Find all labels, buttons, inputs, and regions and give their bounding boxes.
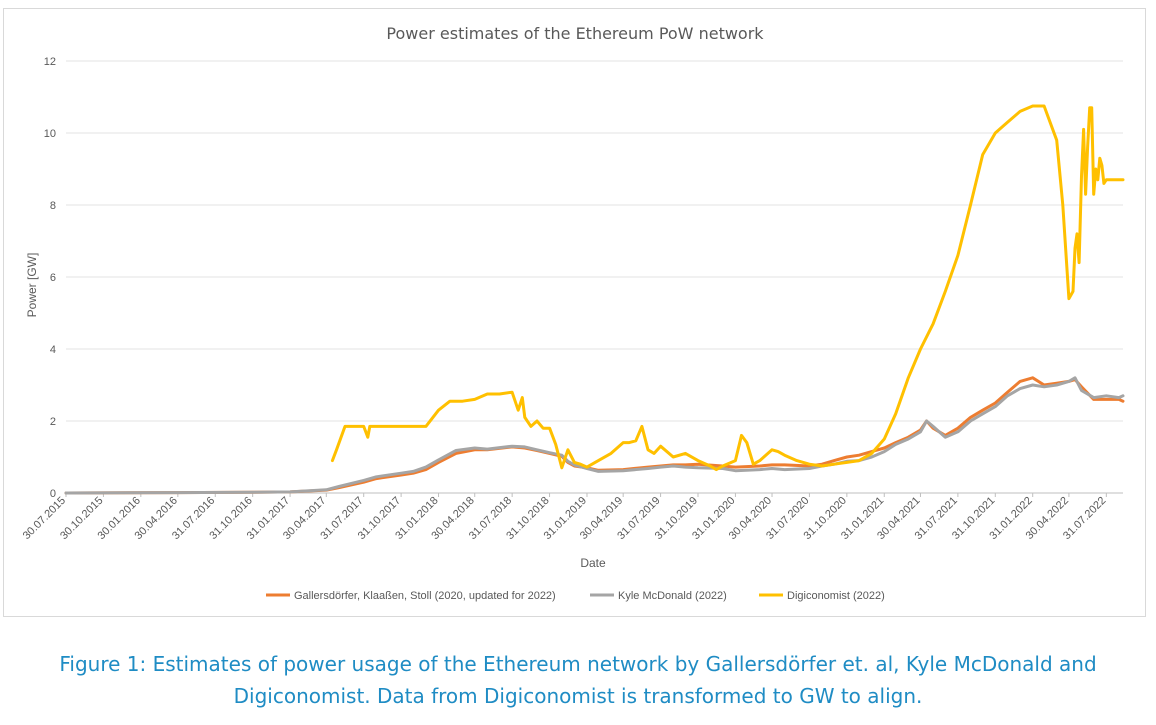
y-tick-label: 10 [44, 128, 56, 140]
y-tick-label: 8 [50, 200, 56, 212]
y-tick-label: 12 [44, 56, 56, 68]
series-line-1 [64, 376, 1125, 495]
legend: Gallersdörfer, Klaaßen, Stoll (2020, upd… [266, 590, 885, 602]
y-axis-label: Power [GW] [25, 253, 39, 318]
series-lines [64, 104, 1125, 495]
x-axis-label: Date [580, 556, 606, 570]
series-line-2 [330, 104, 1125, 472]
line-chart: Power estimates of the Ethereum PoW netw… [21, 24, 1125, 602]
y-tick-label: 0 [50, 488, 56, 500]
y-tick-label: 4 [50, 344, 56, 356]
legend-label-1: Kyle McDonald (2022) [618, 590, 727, 602]
chart-frame: Power estimates of the Ethereum PoW netw… [3, 8, 1146, 617]
figure-caption: Figure 1: Estimates of power usage of th… [59, 652, 1097, 708]
y-tick-label: 2 [50, 416, 56, 428]
gridlines [66, 60, 1123, 494]
x-axis-ticks: 30.07.201530.10.201530.01.201630.04.2016… [21, 493, 1108, 542]
legend-label-0: Gallersdörfer, Klaaßen, Stoll (2020, upd… [294, 590, 556, 602]
y-axis-ticks: 0 2 4 6 8 10 12 [44, 56, 56, 500]
series-line-0 [64, 376, 1125, 495]
y-tick-label: 6 [50, 272, 56, 284]
chart-title: Power estimates of the Ethereum PoW netw… [386, 24, 764, 43]
legend-label-2: Digiconomist (2022) [787, 590, 885, 602]
